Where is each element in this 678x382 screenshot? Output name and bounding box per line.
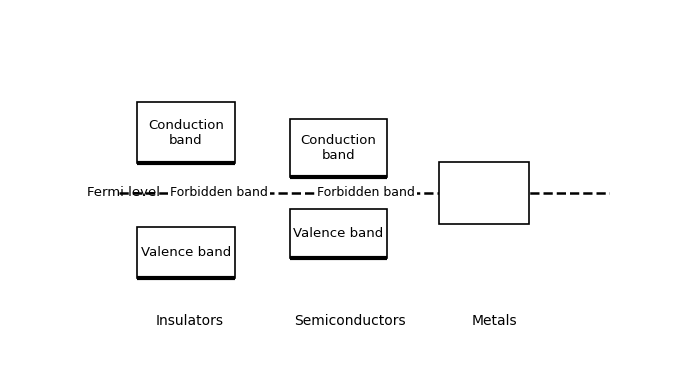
Bar (290, 209, 387, 257)
Text: Forbidden band: Forbidden band (317, 186, 415, 199)
Text: Fermi level: Fermi level (87, 186, 161, 199)
Text: Valence band: Valence band (141, 246, 231, 259)
Text: Forbidden band: Forbidden band (170, 186, 268, 199)
Text: Conduction
band: Conduction band (148, 119, 224, 147)
Bar (137, 102, 235, 163)
Text: Conduction
band: Conduction band (300, 134, 376, 162)
Bar (439, 162, 529, 224)
Text: Semiconductors: Semiconductors (294, 314, 406, 328)
Bar (290, 119, 387, 177)
Bar (137, 227, 235, 278)
Text: Metals: Metals (472, 314, 517, 328)
Text: Insulators: Insulators (156, 314, 224, 328)
Text: Valence band: Valence band (293, 227, 383, 240)
